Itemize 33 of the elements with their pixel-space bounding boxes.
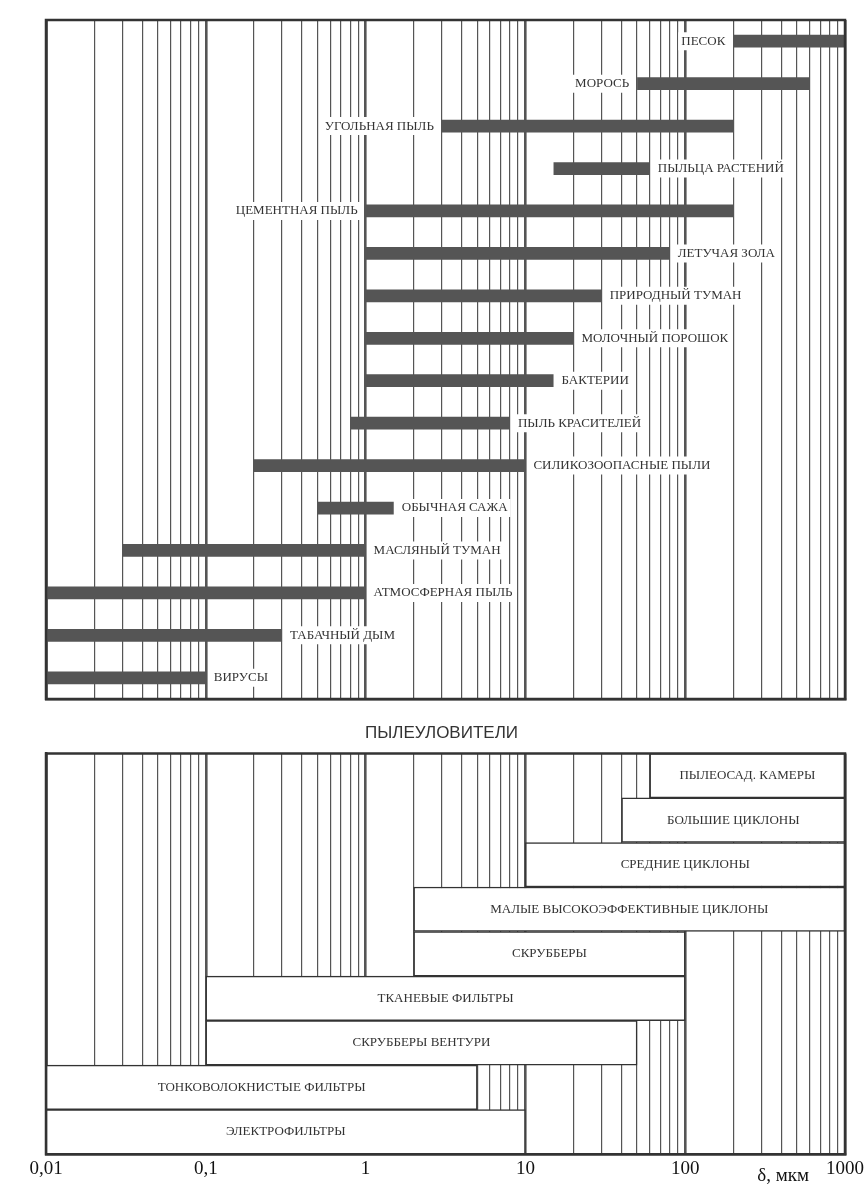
y-tick-label: ПЫЛЕОСАД. КАМЕРЫ xyxy=(679,767,816,783)
x-tick-label: 10 xyxy=(515,1156,535,1178)
y-tick-label: ЭЛЕКТРОФИЛЬТРЫ xyxy=(225,1123,346,1139)
y-tick-label: БОЛЬШИЕ ЦИКЛОНЫ xyxy=(667,811,800,827)
category-label: ПЫЛЬ КРАСИТЕЛЕЙ xyxy=(517,414,642,430)
y-tick-label: СКРУББЕРЫ xyxy=(512,945,587,961)
x-axis-title: δ, мкм xyxy=(757,1164,809,1186)
chart-title: ПЫЛЕУЛОВИТЕЛИ xyxy=(364,722,519,742)
category-label: ОБЫЧНАЯ САЖА xyxy=(401,499,508,515)
x-tick-label: 1 xyxy=(360,1156,371,1178)
category-label: ЦЕМЕНТНАЯ ПЫЛЬ xyxy=(235,202,358,218)
x-tick-label: 0,1 xyxy=(193,1156,218,1178)
x-tick-label: 0,01 xyxy=(29,1156,63,1178)
category-label: АТМОСФЕРНАЯ ПЫЛЬ xyxy=(373,584,513,600)
category-label: УГОЛЬНАЯ ПЫЛЬ xyxy=(324,117,434,133)
category-label: ПЫЛЬЦА РАСТЕНИЙ xyxy=(657,159,784,175)
category-label: ПЕСОК xyxy=(681,32,726,48)
y-tick-label: МАЛЫЕ ВЫСОКОЭФФЕКТИВНЫЕ ЦИКЛОНЫ xyxy=(490,900,769,916)
category-label: МОРОСЬ xyxy=(575,75,630,91)
category-label: ЛЕТУЧАЯ ЗОЛА xyxy=(677,244,775,260)
category-label: СИЛИКОЗООПАСНЫЕ ПЫЛИ xyxy=(533,457,711,473)
category-label: ПРИРОДНЫЙ ТУМАН xyxy=(609,287,742,303)
y-tick-label: ТОНКОВОЛОКНИСТЫЕ ФИЛЬТРЫ xyxy=(157,1078,366,1094)
category-label: БАКТЕРИИ xyxy=(561,372,629,388)
category-label: МОЛОЧНЫЙ ПОРОШОК xyxy=(581,329,729,345)
category-label: ТАБАЧНЫЙ ДЫМ xyxy=(290,626,396,642)
category-label: ВИРУСЫ xyxy=(213,669,268,685)
category-label: МАСЛЯНЫЙ ТУМАН xyxy=(373,541,501,557)
y-tick-label: СРЕДНИЕ ЦИКЛОНЫ xyxy=(620,856,750,872)
x-tick-label: 1000 xyxy=(826,1156,864,1178)
y-tick-label: СКРУББЕРЫ ВЕНТУРИ xyxy=(352,1034,491,1050)
y-tick-label: ТКАНЕВЫЕ ФИЛЬТРЫ xyxy=(377,989,514,1005)
x-tick-label: 100 xyxy=(670,1156,700,1178)
